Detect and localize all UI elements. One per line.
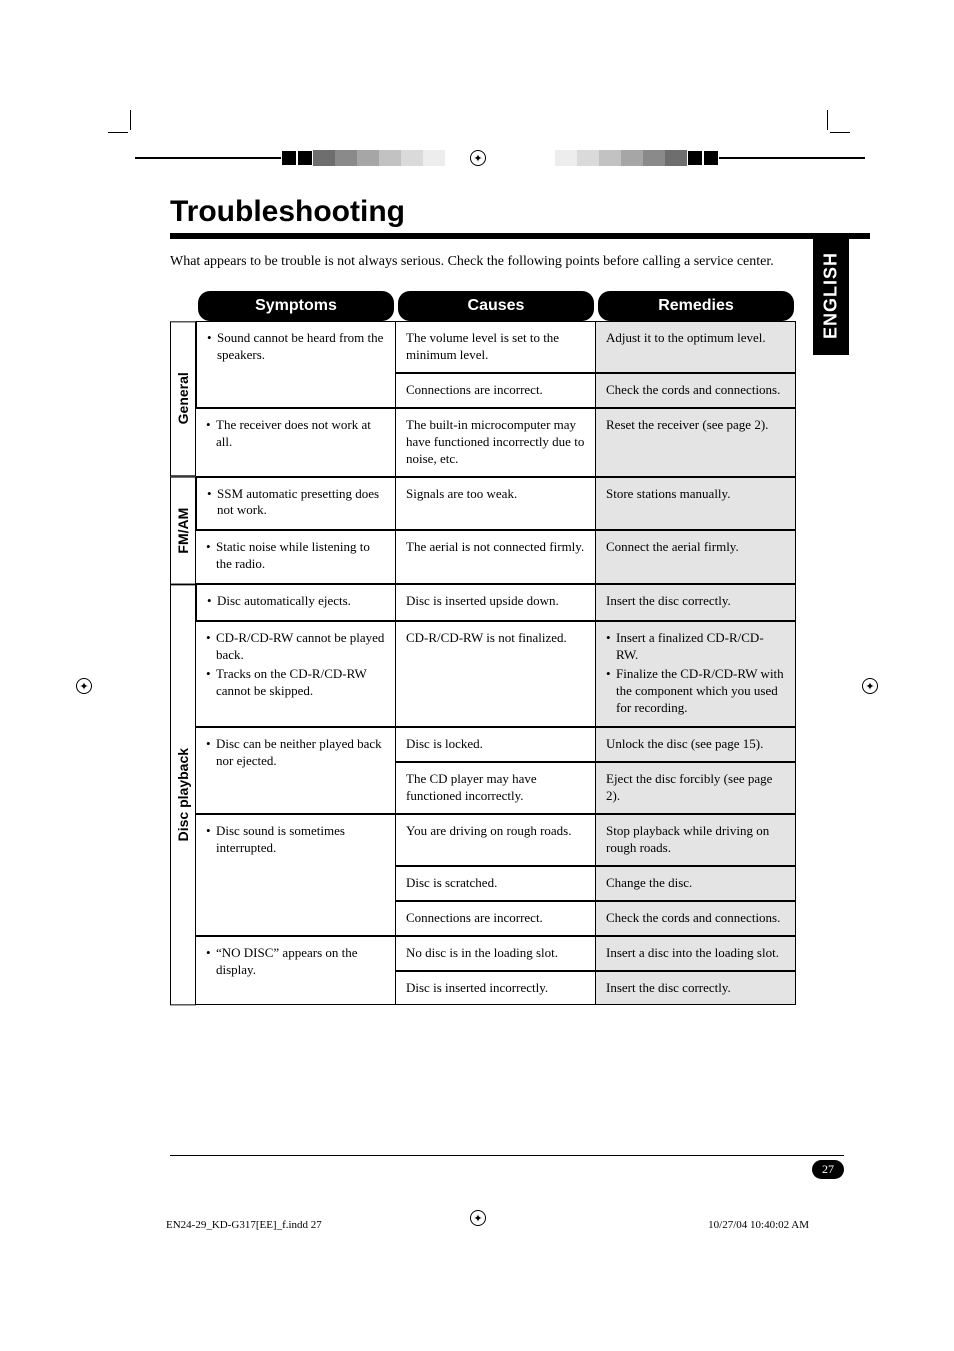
remedy-cell: Reset the receiver (see page 2). (596, 408, 796, 477)
remedy-cell: Eject the disc forcibly (see page 2). (596, 762, 796, 814)
registration-mark-top: ✦ (470, 150, 486, 166)
remedy-cell: Change the disc. (596, 866, 796, 901)
page-title: Troubleshooting (170, 195, 870, 229)
header-spacer (170, 291, 196, 321)
cause-cell: Disc is inserted upside down. (396, 584, 596, 621)
top-decor-left (135, 150, 445, 166)
remedy-cell: Insert the disc correctly. (596, 584, 796, 621)
crop-mark-tl (108, 110, 150, 152)
symptom-text: Sound cannot be heard from the speakers. (207, 330, 385, 364)
registration-mark-bottom: ✦ (470, 1210, 486, 1226)
symptom-text: The receiver does not work at all. (206, 417, 385, 451)
top-decor-right (555, 150, 865, 166)
remedy-cell: Insert the disc correctly. (596, 971, 796, 1006)
symptom-text: Static noise while listening to the radi… (206, 539, 385, 573)
cause-cell: You are driving on rough roads. (396, 814, 596, 866)
remedy-cell: Store stations manually. (596, 477, 796, 531)
category-disc: Disc playback (170, 584, 196, 1005)
symptom-cell: Disc automatically ejects. (196, 584, 396, 621)
remedy-cell: Check the cords and connections. (596, 901, 796, 936)
symptom-text: Disc sound is sometimes interrupted. (206, 823, 385, 857)
cause-cell: CD-R/CD-RW is not finalized. (396, 621, 596, 727)
remedy-cell: Adjust it to the optimum level. (596, 321, 796, 373)
col-header-symptoms: Symptoms (198, 291, 394, 321)
footer-timestamp: 10/27/04 10:40:02 AM (708, 1219, 809, 1231)
symptom-cell: CD-R/CD-RW cannot be played back. Tracks… (196, 621, 396, 727)
category-general: General (170, 321, 196, 476)
remedy-text: Insert a finalized CD-R/CD-RW. (606, 630, 785, 664)
remedy-cell: Unlock the disc (see page 15). (596, 727, 796, 762)
intro-text: What appears to be trouble is not always… (170, 253, 870, 271)
symptom-cell: “NO DISC” appears on the display. (196, 936, 396, 1006)
symptom-cell: Sound cannot be heard from the speakers. (196, 321, 396, 408)
cause-cell: The aerial is not connected firmly. (396, 530, 596, 584)
remedy-cell: Insert a finalized CD-R/CD-RW. Finalize … (596, 621, 796, 727)
symptom-text: “NO DISC” appears on the display. (206, 945, 385, 979)
symptom-text: SSM automatic presetting does not work. (207, 486, 385, 520)
col-header-causes: Causes (398, 291, 594, 321)
cause-cell: Disc is locked. (396, 727, 596, 762)
remedy-cell: Insert a disc into the loading slot. (596, 936, 796, 971)
registration-mark-left: ✦ (76, 678, 92, 694)
cause-cell: The volume level is set to the minimum l… (396, 321, 596, 373)
cause-cell: Disc is inserted incorrectly. (396, 971, 596, 1006)
remedy-cell: Check the cords and connections. (596, 373, 796, 408)
symptom-cell: Disc sound is sometimes interrupted. (196, 814, 396, 936)
footer-filename: EN24-29_KD-G317[EE]_f.indd 27 (166, 1219, 322, 1231)
crop-mark-tr (808, 110, 850, 152)
cause-cell: Signals are too weak. (396, 477, 596, 531)
page-content: Troubleshooting What appears to be troub… (170, 195, 870, 1005)
remedy-text: Finalize the CD-R/CD-RW with the compone… (606, 666, 785, 717)
cause-cell: Connections are incorrect. (396, 901, 596, 936)
remedy-cell: Stop playback while driving on rough roa… (596, 814, 796, 866)
symptom-cell: SSM automatic presetting does not work. (196, 477, 396, 531)
page-number: 27 (812, 1160, 844, 1179)
cause-cell: The built-in microcomputer may have func… (396, 408, 596, 477)
symptom-text: Disc can be neither played back nor ejec… (206, 736, 385, 770)
symptom-text: Disc automatically ejects. (207, 593, 385, 610)
troubleshooting-table: Symptoms Causes Remedies General Sound c… (170, 291, 870, 1005)
cause-cell: The CD player may have functioned incorr… (396, 762, 596, 814)
cause-cell: Disc is scratched. (396, 866, 596, 901)
footer-rule (170, 1155, 844, 1156)
symptom-cell: The receiver does not work at all. (196, 408, 396, 477)
symptom-text: CD-R/CD-RW cannot be played back. (206, 630, 385, 664)
cause-cell: No disc is in the loading slot. (396, 936, 596, 971)
remedy-cell: Connect the aerial firmly. (596, 530, 796, 584)
col-header-remedies: Remedies (598, 291, 794, 321)
title-rule (170, 233, 870, 239)
symptom-text: Tracks on the CD-R/CD-RW cannot be skipp… (206, 666, 385, 700)
symptom-cell: Disc can be neither played back nor ejec… (196, 727, 396, 814)
symptom-cell: Static noise while listening to the radi… (196, 530, 396, 584)
category-fmam: FM/AM (170, 477, 196, 585)
cause-cell: Connections are incorrect. (396, 373, 596, 408)
